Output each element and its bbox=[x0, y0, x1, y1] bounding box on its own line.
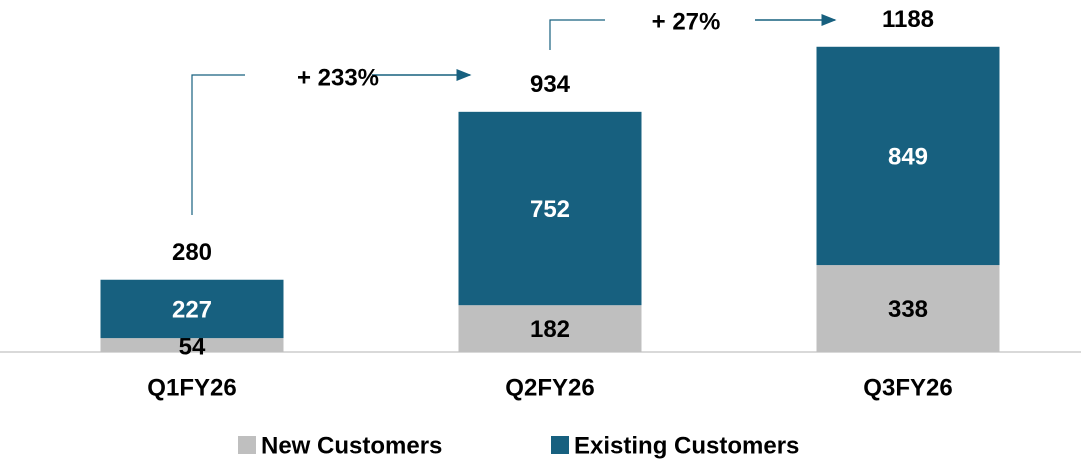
segment-label: 227 bbox=[172, 296, 212, 323]
bar-segment bbox=[816, 265, 1000, 352]
bar-segment bbox=[100, 279, 284, 339]
segment-label: 338 bbox=[888, 296, 928, 323]
bar-segment bbox=[458, 305, 642, 352]
total-label: 934 bbox=[530, 71, 571, 98]
x-tick-label: Q1FY26 bbox=[147, 374, 236, 401]
legend-swatch bbox=[238, 436, 256, 454]
x-tick-label: Q2FY26 bbox=[505, 374, 594, 401]
x-tick-label: Q3FY26 bbox=[863, 374, 952, 401]
growth-annotation: + 27% bbox=[652, 8, 721, 35]
bar-segment bbox=[100, 338, 284, 352]
total-label: 280 bbox=[172, 239, 212, 266]
bar-segment bbox=[458, 111, 642, 306]
growth-annotation: + 233% bbox=[297, 64, 379, 91]
legend-label: Existing Customers bbox=[574, 432, 799, 459]
segment-label: 182 bbox=[530, 316, 570, 343]
segment-label: 752 bbox=[530, 196, 570, 223]
legend-label: New Customers bbox=[261, 432, 442, 459]
connector bbox=[191, 74, 245, 215]
connector bbox=[549, 19, 605, 50]
total-label: 1188 bbox=[882, 6, 934, 33]
bar-segment bbox=[816, 46, 1000, 266]
legend-swatch bbox=[551, 436, 569, 454]
segment-label: 849 bbox=[888, 143, 928, 170]
